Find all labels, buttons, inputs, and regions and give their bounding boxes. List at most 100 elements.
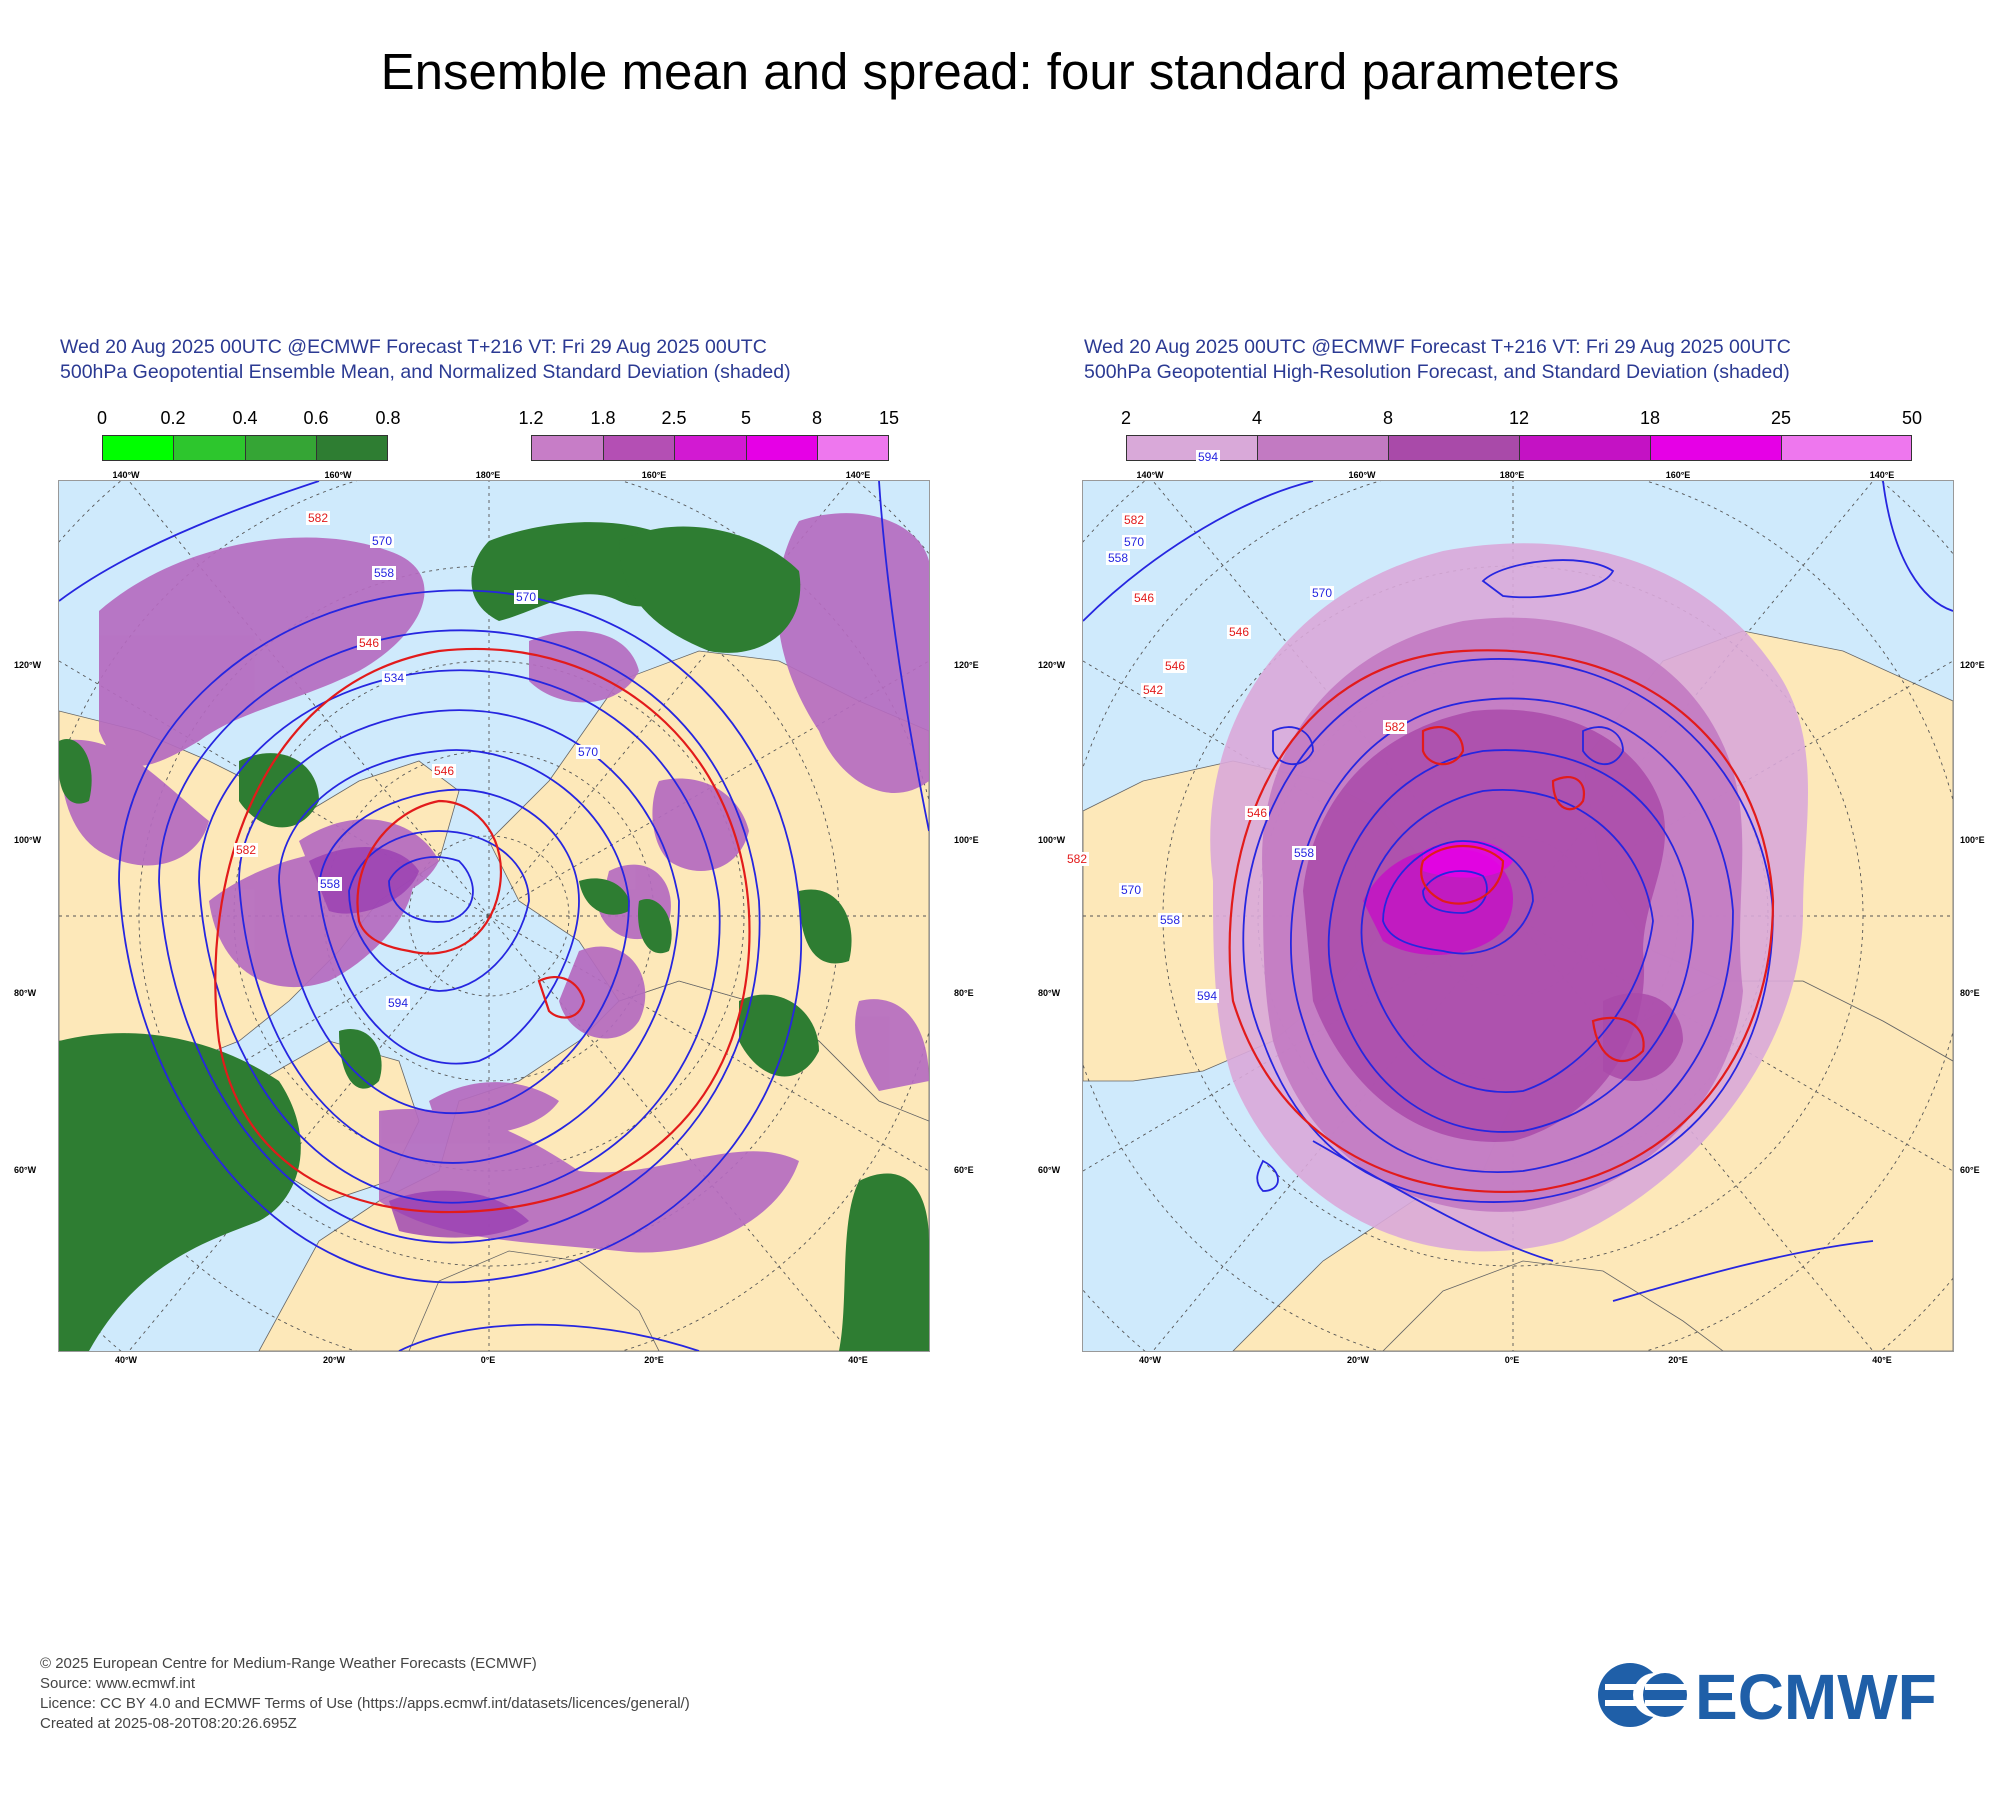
lon-label: 180°E (475, 470, 501, 480)
contour-label: 594 (1195, 989, 1220, 1003)
contour-label: 558 (1292, 846, 1317, 860)
contour-label: 546 (357, 636, 382, 650)
lon-label: 20°E (1668, 1355, 1688, 1365)
lon-label: 60°W (1038, 1165, 1061, 1175)
lon-label: 80°W (1038, 988, 1061, 998)
contour-label: 594 (1196, 450, 1221, 464)
colorbar-tick: 1.2 (518, 408, 544, 428)
contour-label: 570 (514, 590, 539, 604)
contour-label: 570 (1310, 586, 1335, 600)
contour-label: 558 (318, 877, 343, 891)
lon-label: 60°E (954, 1165, 974, 1175)
colorbar-swatch (173, 435, 246, 461)
green-colorbar: 0 0.2 0.4 0.6 0.8 (97, 408, 401, 462)
spread-colorbar: 2 4 8 12 18 25 50 (1121, 408, 1922, 462)
colorbar-swatch (245, 435, 317, 461)
colorbar-tick: 0.4 (232, 408, 258, 428)
lon-label: 140°E (845, 470, 871, 480)
contour-label: 582 (234, 843, 259, 857)
footer-licence: Licence: CC BY 4.0 and ECMWF Terms of Us… (40, 1695, 690, 1712)
lon-label: 80°E (954, 988, 974, 998)
contour-label: 594 (386, 996, 411, 1010)
purple-colorbar: 1.2 1.8 2.5 5 8 15 (518, 408, 899, 462)
lon-label: 20°W (1346, 1355, 1370, 1365)
lon-label: 0°E (1504, 1355, 1520, 1365)
colorbar-swatch (1126, 435, 1258, 461)
colorbar-tick: 15 (878, 408, 900, 428)
contour-label: 546 (1163, 659, 1188, 673)
colorbar-tick: 25 (1770, 408, 1792, 428)
land-africa (1382, 1260, 1724, 1351)
contour-label: 570 (1119, 883, 1144, 897)
lon-label: 180°E (1499, 470, 1525, 480)
lon-label: 140°E (1869, 470, 1895, 480)
contour-label: 546 (432, 764, 457, 778)
colorbar-swatch (674, 435, 747, 461)
panel-header-line2: 500hPa Geopotential Ensemble Mean, and N… (60, 361, 791, 383)
colorbar-swatch (746, 435, 818, 461)
lon-label: 60°W (14, 1165, 37, 1175)
lon-label: 0°E (480, 1355, 496, 1365)
colorbar-swatch (102, 435, 174, 461)
contour-label: 558 (1106, 551, 1131, 565)
map-canvas (1083, 481, 1953, 1351)
lon-label: 120°E (954, 660, 979, 670)
lon-label: 160°W (324, 470, 352, 480)
footer-created: Created at 2025-08-20T08:20:26.695Z (40, 1715, 297, 1732)
panel-header-line1: Wed 20 Aug 2025 00UTC @ECMWF Forecast T+… (60, 336, 767, 358)
contour-label: 558 (1158, 913, 1183, 927)
footer-copyright: © 2025 European Centre for Medium-Range … (40, 1655, 537, 1672)
lon-label: 100°W (1038, 835, 1066, 845)
lon-label: 40°W (1138, 1355, 1162, 1365)
contour-label: 546 (1227, 625, 1252, 639)
colorbar-swatch (1519, 435, 1651, 461)
ecmwf-logo: ECMWF (1598, 1661, 1937, 1730)
lon-label: 100°E (954, 835, 979, 845)
colorbar-tick: 0.8 (375, 408, 401, 428)
land-asia (488, 650, 929, 1122)
contour-label: 582 (306, 511, 331, 525)
polar-stereographic-map (58, 480, 930, 1352)
lon-label: 140°W (112, 470, 140, 480)
contour-label: 570 (1122, 535, 1147, 549)
lon-label: 80°W (14, 988, 37, 998)
colorbar-swatch (1781, 435, 1912, 461)
page-title: Ensemble mean and spread: four standard … (380, 43, 1620, 100)
contour-label: 570 (576, 745, 601, 759)
colorbar-swatch (817, 435, 889, 461)
geopotential-contours-red (1228, 649, 1775, 1193)
lon-label: 60°E (1960, 1165, 1980, 1175)
ensemble-mean-panel: Wed 20 Aug 2025 00UTC @ECMWF Forecast T+… (14, 330, 958, 1365)
lon-label: 100°E (1960, 835, 1985, 845)
contour-label: 582 (1065, 852, 1090, 866)
colorbar-tick: 18 (1639, 408, 1661, 428)
lon-label: 160°W (1348, 470, 1376, 480)
footer-source: Source: www.ecmwf.int (40, 1675, 196, 1692)
colorbar-tick: 0 (96, 408, 108, 428)
colorbar-swatch (531, 435, 604, 461)
contour-label: 558 (372, 566, 397, 580)
contour-label: 570 (370, 534, 395, 548)
map-canvas (59, 481, 929, 1351)
geopotential-contours-red (214, 647, 751, 1214)
lon-label: 20°E (644, 1355, 664, 1365)
land-africa (408, 1250, 660, 1351)
colorbar-swatch (603, 435, 675, 461)
colorbar-tick: 0.2 (160, 408, 186, 428)
panel-header-line2: 500hPa Geopotential High-Resolution Fore… (1084, 361, 1790, 383)
lon-label: 120°E (1960, 660, 1985, 670)
lon-label: 140°W (1136, 470, 1164, 480)
spread-shading (1210, 543, 1808, 1252)
lon-label: 160°E (641, 470, 667, 480)
lon-label: 160°E (1665, 470, 1691, 480)
spread-shading-green (59, 522, 929, 1351)
colorbar-tick: 1.8 (590, 408, 616, 428)
contour-label: 582 (1122, 513, 1147, 527)
geopotential-contours-blue (59, 481, 929, 1351)
lon-label: 80°E (1960, 988, 1980, 998)
lon-label: 20°W (322, 1355, 346, 1365)
colorbar-swatch (316, 435, 388, 461)
colorbar-tick: 8 (811, 408, 823, 428)
colorbar-tick: 50 (1901, 408, 1923, 428)
ecmwf-logo-text: ECMWF (1695, 1661, 1937, 1730)
